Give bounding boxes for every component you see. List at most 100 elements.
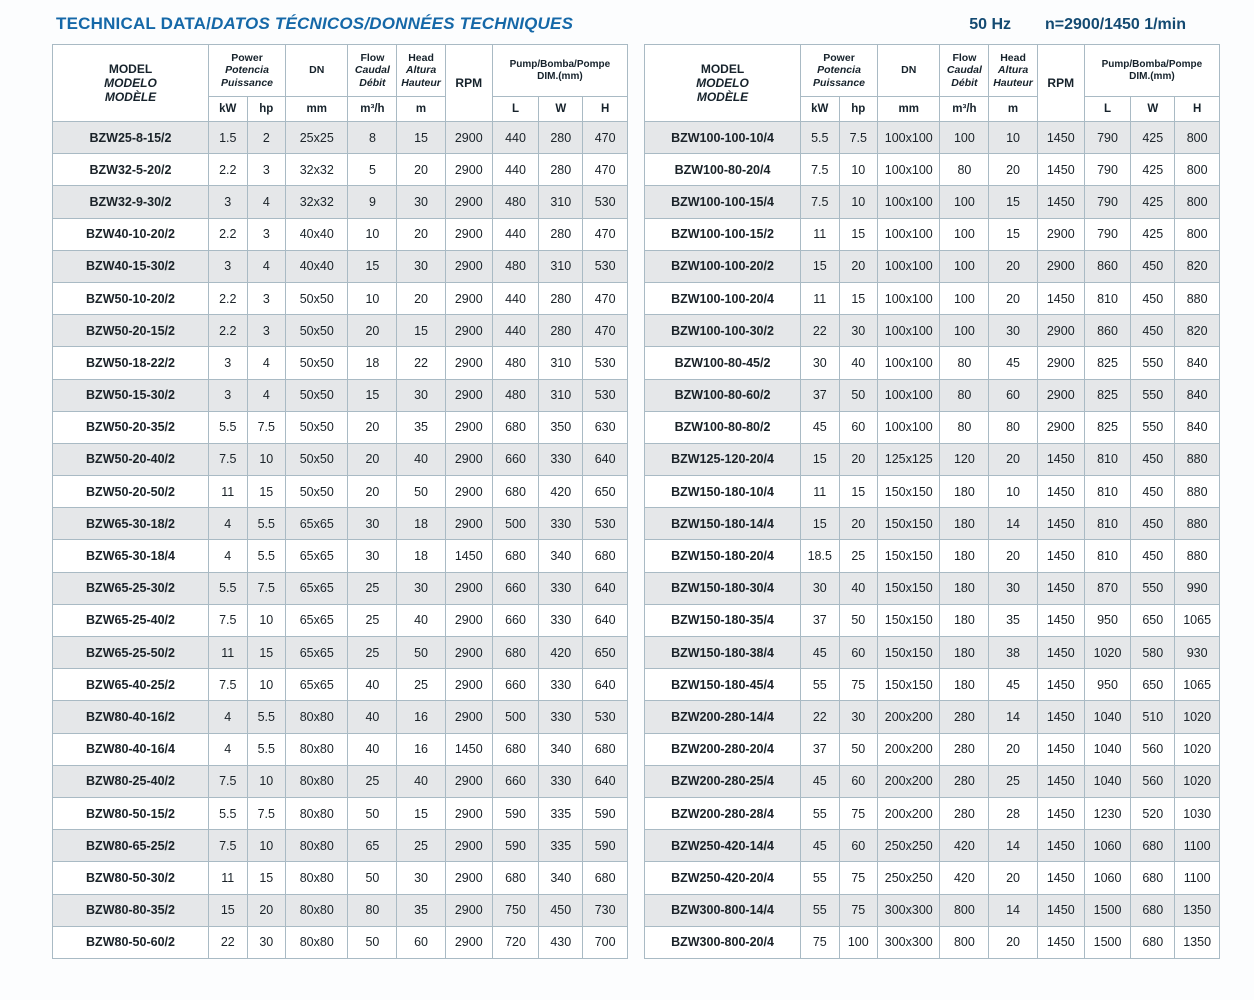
data-cell: 1500 [1083, 925, 1132, 959]
data-cell: 730 [582, 893, 628, 927]
data-cell: 280 [939, 732, 990, 766]
data-cell: 50 [396, 635, 446, 670]
data-cell: 3 [208, 346, 248, 380]
data-cell: 280 [538, 153, 584, 187]
data-cell: 30 [396, 571, 446, 605]
data-cell: 880 [1174, 475, 1220, 509]
data-cell: 11 [800, 217, 840, 251]
data-cell: 11 [800, 281, 840, 316]
table-row: BZW100-80-80/2 45 60 100x100 80 80 2900 825 550 8… [644, 410, 1220, 444]
data-cell: 10 [246, 829, 287, 863]
data-cell: 2.2 [208, 314, 248, 348]
data-cell: 2900 [444, 249, 493, 283]
data-cell: 680 [491, 732, 540, 766]
data-cell: 280 [538, 217, 584, 251]
data-cell: 650 [1130, 603, 1176, 638]
data-cell: 1500 [1083, 893, 1132, 927]
data-cell: 180 [939, 635, 990, 670]
data-cell: 3 [208, 185, 248, 219]
data-cell: 20 [988, 249, 1038, 283]
table-row: BZW65-25-40/2 7.5 10 65x65 25 40 2900 660 330 640 [52, 603, 628, 638]
table-row: BZW300-800-20/4 75 100 300x300 800 20 1450 1500… [644, 925, 1220, 959]
table-row: BZW65-25-30/2 5.5 7.5 65x65 25 30 2900 660 330 64… [52, 571, 628, 605]
data-cell: 1020 [1174, 764, 1220, 798]
table-row: BZW50-20-15/2 2.2 3 50x50 20 15 2900 440 280 470 [52, 314, 628, 348]
table-row: BZW150-180-35/4 37 50 150x150 180 35 1450 950 65… [644, 603, 1220, 638]
data-cell: 2900 [444, 185, 493, 219]
data-cell: 80x80 [285, 829, 349, 863]
data-cell: 15 [838, 475, 879, 509]
data-cell: 15 [988, 217, 1038, 251]
data-cell: 2900 [444, 120, 493, 155]
data-cell: 1060 [1083, 829, 1132, 863]
data-cell: 100x100 [877, 249, 941, 283]
data-cell: 550 [1130, 378, 1176, 412]
data-cell: 30 [347, 507, 398, 541]
data-cell: 560 [1130, 732, 1176, 766]
data-cell: 480 [491, 346, 540, 380]
data-cell: 40 [347, 668, 398, 702]
data-cell: 340 [538, 861, 584, 895]
data-cell: 50x50 [285, 378, 349, 412]
data-cell: 2 [246, 120, 287, 155]
unit-w: W [538, 96, 584, 122]
data-cell: 2900 [1036, 314, 1085, 348]
model-cell: BZW80-80-35/2 [52, 893, 209, 927]
model-cell: BZW40-10-20/2 [52, 217, 209, 251]
data-cell: 550 [1130, 410, 1176, 444]
model-cell: BZW80-40-16/2 [52, 700, 209, 734]
model-cell: BZW150-180-30/4 [644, 571, 801, 605]
data-cell: 640 [582, 571, 628, 605]
data-cell: 25 [988, 764, 1038, 798]
data-cell: 680 [582, 861, 628, 895]
data-cell: 5.5 [246, 507, 287, 541]
data-cell: 4 [246, 378, 287, 412]
unit-mm: mm [877, 96, 941, 122]
data-cell: 1450 [1036, 861, 1085, 895]
model-cell: BZW100-80-45/2 [644, 346, 801, 380]
data-cell: 150x150 [877, 475, 941, 509]
model-cell: BZW200-280-14/4 [644, 700, 801, 734]
data-cell: 40 [396, 603, 446, 638]
model-cell: BZW50-20-50/2 [52, 475, 209, 509]
data-cell: 280 [939, 764, 990, 798]
data-cell: 15 [246, 475, 287, 509]
data-cell: 680 [582, 732, 628, 766]
data-cell: 5.5 [246, 732, 287, 766]
data-cell: 200x200 [877, 732, 941, 766]
data-cell: 1450 [1036, 120, 1085, 155]
data-cell: 5.5 [246, 700, 287, 734]
data-cell: 30 [347, 539, 398, 573]
data-cell: 280 [538, 281, 584, 316]
data-cell: 30 [396, 861, 446, 895]
data-cell: 2900 [444, 507, 493, 541]
table-row: BZW200-280-20/4 37 50 200x200 280 20 1450 1040 5… [644, 732, 1220, 766]
model-cell: BZW200-280-20/4 [644, 732, 801, 766]
data-cell: 1040 [1083, 700, 1132, 734]
data-cell: 810 [1083, 539, 1132, 573]
table-row: BZW80-80-35/2 15 20 80x80 80 35 2900 750 450 730 [52, 893, 628, 927]
model-cell: BZW65-25-30/2 [52, 571, 209, 605]
model-cell: BZW150-180-38/4 [644, 635, 801, 670]
data-cell: 4 [246, 249, 287, 283]
data-cell: 880 [1174, 507, 1220, 541]
unit-l: L [1083, 96, 1132, 122]
table-header: MODEL MODELO MODÈLE Power Potencia Puiss… [644, 44, 1221, 122]
data-cell: 660 [491, 571, 540, 605]
data-cell: 2.2 [208, 153, 248, 187]
data-cell: 1450 [444, 732, 493, 766]
data-cell: 20 [838, 249, 879, 283]
data-cell: 530 [582, 700, 628, 734]
data-cell: 25 [347, 764, 398, 798]
unit-m: m [988, 96, 1038, 122]
data-cell: 100x100 [877, 120, 941, 155]
data-cell: 30 [246, 925, 287, 959]
data-cell: 180 [939, 539, 990, 573]
data-cell: 50 [347, 861, 398, 895]
data-cell: 2.2 [208, 217, 248, 251]
data-cell: 11 [208, 635, 248, 670]
data-cell: 75 [838, 668, 879, 702]
data-cell: 60 [838, 829, 879, 863]
data-cell: 2900 [444, 475, 493, 509]
data-cell: 680 [491, 861, 540, 895]
